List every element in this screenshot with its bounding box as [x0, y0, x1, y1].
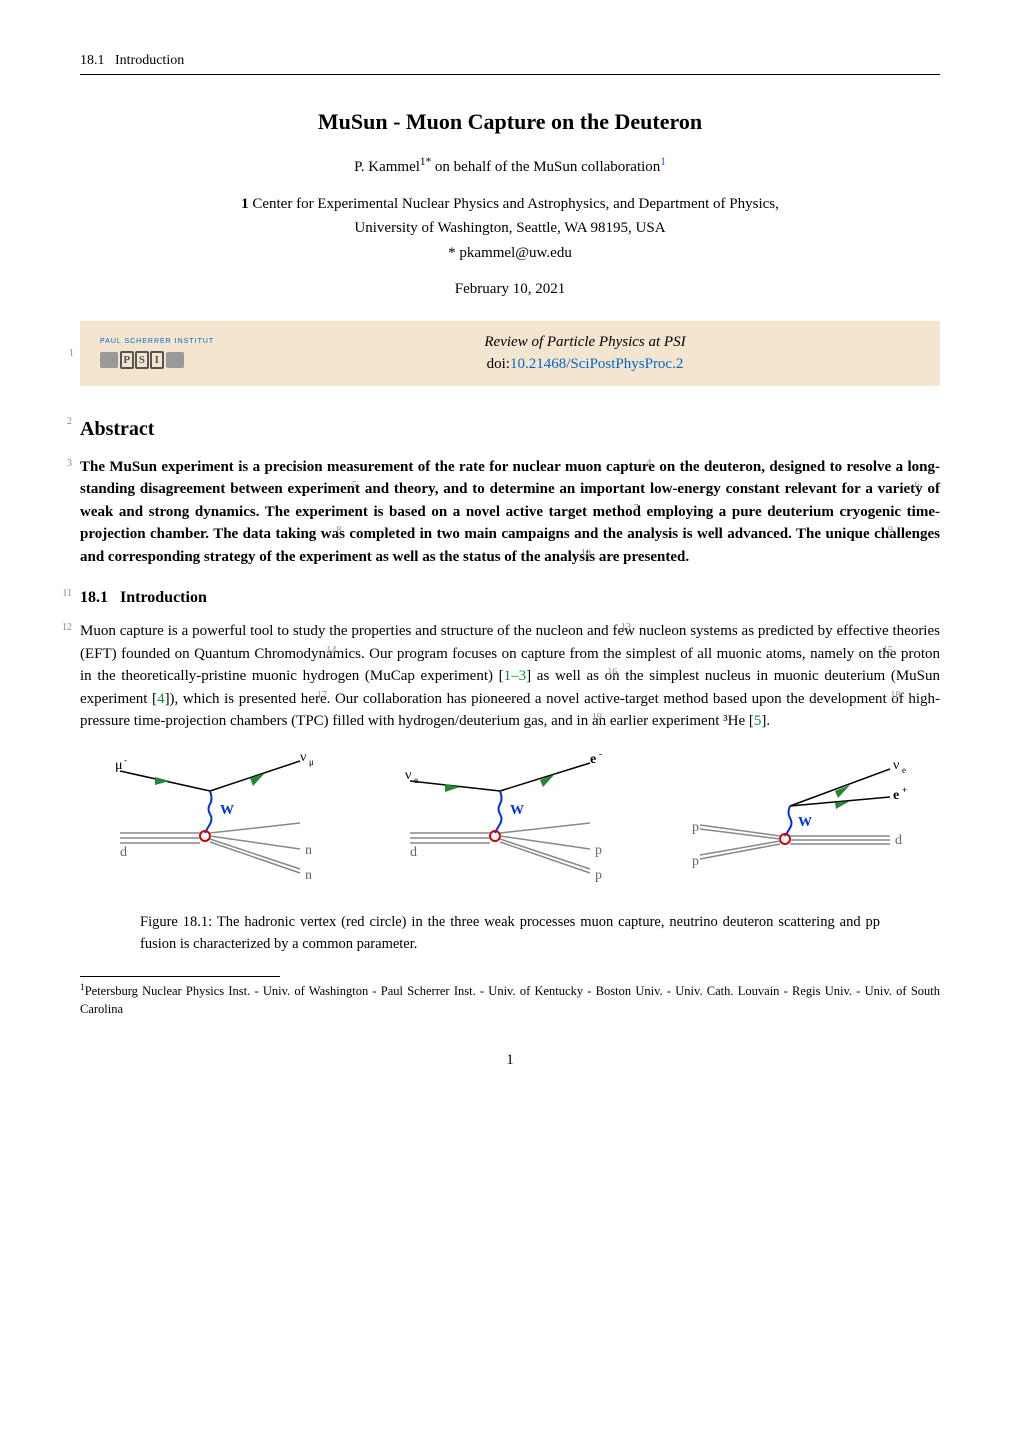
svg-text:d: d: [410, 845, 417, 860]
affiliation: 1 Center for Experimental Nuclear Physic…: [80, 193, 940, 216]
svg-text:p: p: [692, 854, 699, 869]
svg-text:-: -: [124, 755, 127, 765]
line-number: 5: [333, 478, 357, 493]
line-number: 15: [869, 643, 893, 658]
psi-logo-text: PAUL SCHERRER INSTITUT: [100, 337, 220, 348]
line-number: 13: [607, 620, 631, 635]
svg-text:n: n: [305, 868, 312, 883]
svg-text:+: +: [902, 785, 907, 795]
psi-logo-icon: P S I: [100, 351, 220, 369]
footnote: 1Petersburg Nuclear Physics Inst. - Univ…: [80, 981, 940, 1020]
svg-text:W: W: [798, 815, 812, 830]
page-number: 1: [80, 1049, 940, 1072]
svg-text:-: -: [599, 751, 602, 759]
corresponding-email: * pkammel@uw.edu: [80, 242, 940, 265]
line-number: 8: [317, 523, 341, 538]
line-number: 17: [303, 688, 327, 703]
doi-link[interactable]: 10.21468/SciPostPhysProc.2: [510, 356, 683, 372]
abstract-body: 3The MuSun experiment is a precision mea…: [80, 456, 940, 569]
diagram-neutrino-deuteron: νe e- W d p p: [405, 751, 602, 883]
running-header: 18.1 Introduction: [80, 50, 940, 75]
figure-caption: Figure 18.1: The hadronic vertex (red ci…: [140, 912, 880, 956]
diagram-pp-fusion: νe e+ W p p d: [692, 758, 907, 869]
svg-text:ν: ν: [300, 751, 306, 765]
svg-text:μ: μ: [115, 758, 123, 773]
svg-text:e: e: [590, 752, 596, 767]
diagram-muon-capture: μ- νμ W d n n: [115, 751, 314, 883]
footnote-rule: [80, 976, 280, 977]
abstract-heading: 2 Abstract: [80, 414, 940, 444]
intro-line: 17Our collaboration has pioneered a nove…: [335, 691, 908, 707]
line-number: 2: [48, 414, 72, 429]
line-number: 14: [312, 643, 336, 658]
figure-18-1: μ- νμ W d n n νe e- W d p p: [80, 751, 940, 899]
author-line: P. Kammel1* on behalf of the MuSun colla…: [80, 154, 940, 179]
svg-text:W: W: [220, 803, 234, 818]
review-box: 1 PAUL SCHERRER INSTITUT P S I Review of…: [80, 321, 940, 386]
intro-heading: 11 18.1 Introduction: [80, 586, 940, 610]
svg-text:d: d: [895, 833, 902, 848]
abstract-line: 3The MuSun experiment is a precision mea…: [80, 459, 659, 475]
intro-line: 12Muon capture is a powerful tool to stu…: [80, 623, 639, 639]
svg-text:p: p: [595, 868, 602, 883]
svg-text:μ: μ: [309, 757, 314, 767]
line-number: 16: [593, 665, 617, 680]
line-number: 4: [627, 456, 651, 471]
intro-line: 19earlier experiment ³He [5].: [610, 713, 770, 729]
svg-text:ν: ν: [893, 758, 899, 773]
svg-text:ν: ν: [405, 768, 411, 783]
affiliation-line2: University of Washington, Seattle, WA 98…: [80, 217, 940, 240]
citation-ref[interactable]: 1–3: [504, 668, 527, 684]
svg-text:n: n: [305, 843, 312, 858]
svg-text:p: p: [595, 843, 602, 858]
line-number: 9: [869, 523, 893, 538]
line-number: 6: [895, 478, 919, 493]
svg-text:e: e: [902, 765, 906, 775]
svg-text:p: p: [692, 820, 699, 835]
abstract-line: 8completed in two main campaigns and the…: [349, 526, 900, 542]
header-section: 18.1 Introduction: [80, 50, 184, 71]
svg-text:W: W: [510, 803, 524, 818]
review-text: Review of Particle Physics at PSI doi:10…: [250, 331, 920, 376]
psi-logo: PAUL SCHERRER INSTITUT P S I: [100, 337, 220, 369]
paper-title: MuSun - Muon Capture on the Deuteron: [80, 105, 940, 138]
svg-text:e: e: [414, 775, 418, 785]
intro-line: 14ics. Our program focuses on capture fr…: [344, 646, 901, 662]
citation-ref[interactable]: 4: [157, 691, 165, 707]
paper-date: February 10, 2021: [80, 278, 940, 301]
line-number: 18: [876, 688, 900, 703]
citation-ref[interactable]: 5: [754, 713, 762, 729]
line-number: 11: [48, 586, 72, 601]
abstract-line: 5and theory, and to determine an importa…: [365, 481, 928, 497]
line-number: 3: [48, 456, 72, 471]
abstract-line: 10are presented.: [599, 549, 689, 565]
line-number: 7: [615, 501, 639, 516]
feynman-diagrams: μ- νμ W d n n νe e- W d p p: [100, 751, 920, 891]
line-number: 12: [48, 620, 72, 635]
line-number: 19: [578, 710, 602, 725]
intro-body: 12Muon capture is a powerful tool to stu…: [80, 620, 940, 733]
line-number: 10: [567, 546, 591, 561]
svg-text:d: d: [120, 845, 127, 860]
svg-text:e: e: [893, 788, 899, 803]
line-number: 1: [50, 346, 74, 361]
